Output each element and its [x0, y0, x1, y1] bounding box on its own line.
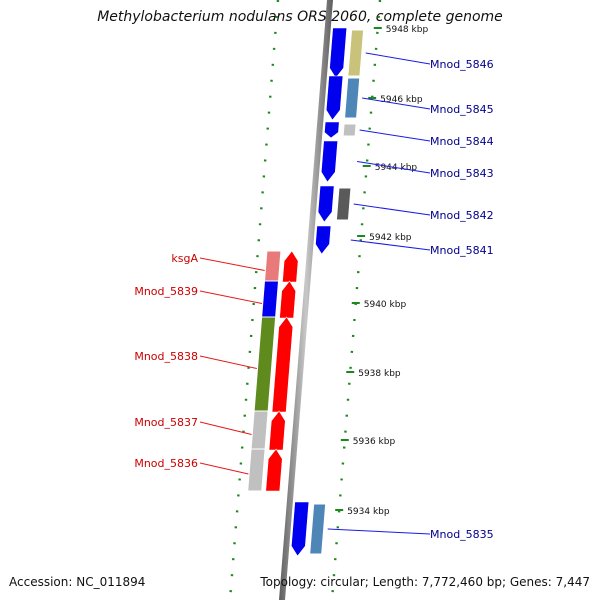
gene-leader-line: [350, 239, 431, 251]
accession-label: Accession: NC_011894: [9, 575, 146, 589]
feature-box-ksga[interactable]: [263, 250, 282, 283]
gene-leader-line: [359, 129, 431, 142]
gene-label-mnod-5843[interactable]: Mnod_5843: [430, 167, 494, 180]
gene-leader-line: [199, 421, 252, 435]
kbp-tick-label: 5938 kbp: [358, 369, 401, 379]
feature-box-mnod-5839[interactable]: [261, 280, 280, 319]
gene-label-mnod-5841[interactable]: Mnod_5841: [430, 244, 494, 257]
kbp-tick-label: 5934 kbp: [347, 507, 390, 517]
gene-leader-line: [362, 97, 431, 110]
gene-label-mnod-5835[interactable]: Mnod_5835: [430, 528, 494, 541]
kbp-tick-label: 5946 kbp: [380, 95, 423, 105]
feature-box-mnod-5846[interactable]: [347, 29, 365, 77]
map-title: Methylobacterium nodulans ORS 2060, comp…: [97, 9, 503, 25]
feature-box-mnod-5845[interactable]: [344, 77, 361, 119]
gene-arrow-mnod-5835[interactable]: [291, 501, 310, 557]
gene-arrow-mnod-5841[interactable]: [315, 225, 332, 255]
genome-backbone: [279, 0, 333, 600]
gene-arrow-mnod-5842[interactable]: [317, 185, 335, 223]
gene-label-mnod-5836[interactable]: Mnod_5836: [134, 457, 198, 470]
gene-arrow-mnod-5839[interactable]: [279, 280, 297, 319]
feature-box-mnod-5844[interactable]: [342, 123, 357, 137]
gene-leader-line: [365, 52, 431, 65]
feature-box-mnod-5842[interactable]: [335, 187, 352, 221]
feature-box-mnod-5837[interactable]: [250, 410, 269, 451]
gene-label-ksga[interactable]: ksgA: [171, 252, 198, 265]
gene-arrow-mnod-5838[interactable]: [271, 316, 294, 413]
gene-arrow-mnod-5845[interactable]: [325, 75, 344, 121]
gene-label-mnod-5839[interactable]: Mnod_5839: [134, 285, 198, 298]
gene-label-mnod-5844[interactable]: Mnod_5844: [430, 135, 494, 148]
feature-box-mnod-5838[interactable]: [253, 316, 277, 413]
gene-leader-line: [199, 355, 257, 369]
gene-leader-line: [353, 203, 431, 216]
gene-label-mnod-5837[interactable]: Mnod_5837: [134, 416, 198, 429]
kbp-tick-label: 5942 kbp: [369, 233, 412, 243]
gene-label-mnod-5846[interactable]: Mnod_5846: [430, 58, 494, 71]
gene-arrow-ksga[interactable]: [282, 250, 299, 283]
feature-box-mnod-5836[interactable]: [247, 448, 266, 492]
gene-arrow-mnod-5836[interactable]: [265, 448, 283, 492]
gene-leader-line: [199, 257, 265, 271]
gene-arrow-mnod-5837[interactable]: [268, 410, 286, 451]
gene-arrow-mnod-5844[interactable]: [324, 121, 340, 139]
kbp-tick-label: 5936 kbp: [353, 437, 396, 447]
kbp-tick-label: 5948 kbp: [386, 25, 429, 35]
gene-arrow-mnod-5843[interactable]: [320, 140, 339, 183]
gene-leader-line: [199, 290, 263, 304]
gene-leader-line: [199, 462, 249, 475]
gene-leader-line: [327, 528, 431, 535]
gene-leader-line: [357, 161, 431, 174]
feature-box-mnod-5835[interactable]: [309, 503, 327, 555]
kbp-tick-label: 5940 kbp: [364, 300, 407, 310]
topology-label: Topology: circular; Length: 7,772,460 bp…: [260, 575, 590, 589]
gene-arrow-mnod-5846[interactable]: [329, 27, 348, 79]
gene-label-mnod-5838[interactable]: Mnod_5838: [134, 350, 198, 363]
gene-label-mnod-5845[interactable]: Mnod_5845: [430, 103, 494, 116]
gene-label-mnod-5842[interactable]: Mnod_5842: [430, 209, 494, 222]
